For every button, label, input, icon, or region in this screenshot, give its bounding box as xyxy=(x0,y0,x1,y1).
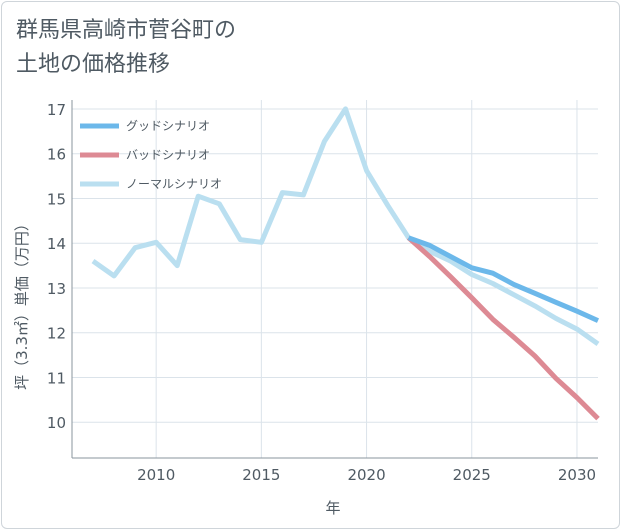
y-tick-label-15: 15 xyxy=(47,190,66,208)
x-tick-label-2020: 2020 xyxy=(347,466,385,484)
y-tick-label-11: 11 xyxy=(47,369,66,387)
series-line-3 xyxy=(91,106,600,346)
title-line-2: 土地の価格推移 xyxy=(16,52,171,77)
x-axis-label: 年 xyxy=(325,499,340,517)
y-tick-label-14: 14 xyxy=(47,235,66,253)
x-tick-labels: 2010 2015 2020 2025 2030 xyxy=(137,466,596,484)
y-tick-label-12: 12 xyxy=(47,325,66,343)
legend-label-2: バッドシナリオ xyxy=(126,148,210,162)
y-tick-labels: 10 11 12 13 14 15 16 17 xyxy=(47,101,66,432)
y-tick-label-17: 17 xyxy=(47,101,66,119)
axes xyxy=(71,100,598,459)
grid-lines xyxy=(72,100,598,458)
y-tick-label-10: 10 xyxy=(47,414,66,432)
series-lines xyxy=(91,106,600,421)
x-tick-label-2010: 2010 xyxy=(137,466,175,484)
y-tick-label-13: 13 xyxy=(47,280,66,298)
x-tick-label-2025: 2025 xyxy=(453,466,491,484)
y-axis-label: 坪（3.3㎡）単価（万円） xyxy=(13,216,31,390)
title-line-1: 群馬県高崎市菅谷町の xyxy=(16,18,237,43)
legend-label-3: ノーマルシナリオ xyxy=(126,177,222,191)
legend-label-1: グッドシナリオ xyxy=(126,119,210,133)
page-title: 群馬県高崎市菅谷町の 土地の価格推移 xyxy=(16,14,236,82)
x-tick-label-2015: 2015 xyxy=(242,466,280,484)
series-line-2 xyxy=(406,235,600,421)
series-line-1 xyxy=(407,235,600,323)
x-tick-label-2030: 2030 xyxy=(558,466,596,484)
y-tick-label-16: 16 xyxy=(47,146,66,164)
